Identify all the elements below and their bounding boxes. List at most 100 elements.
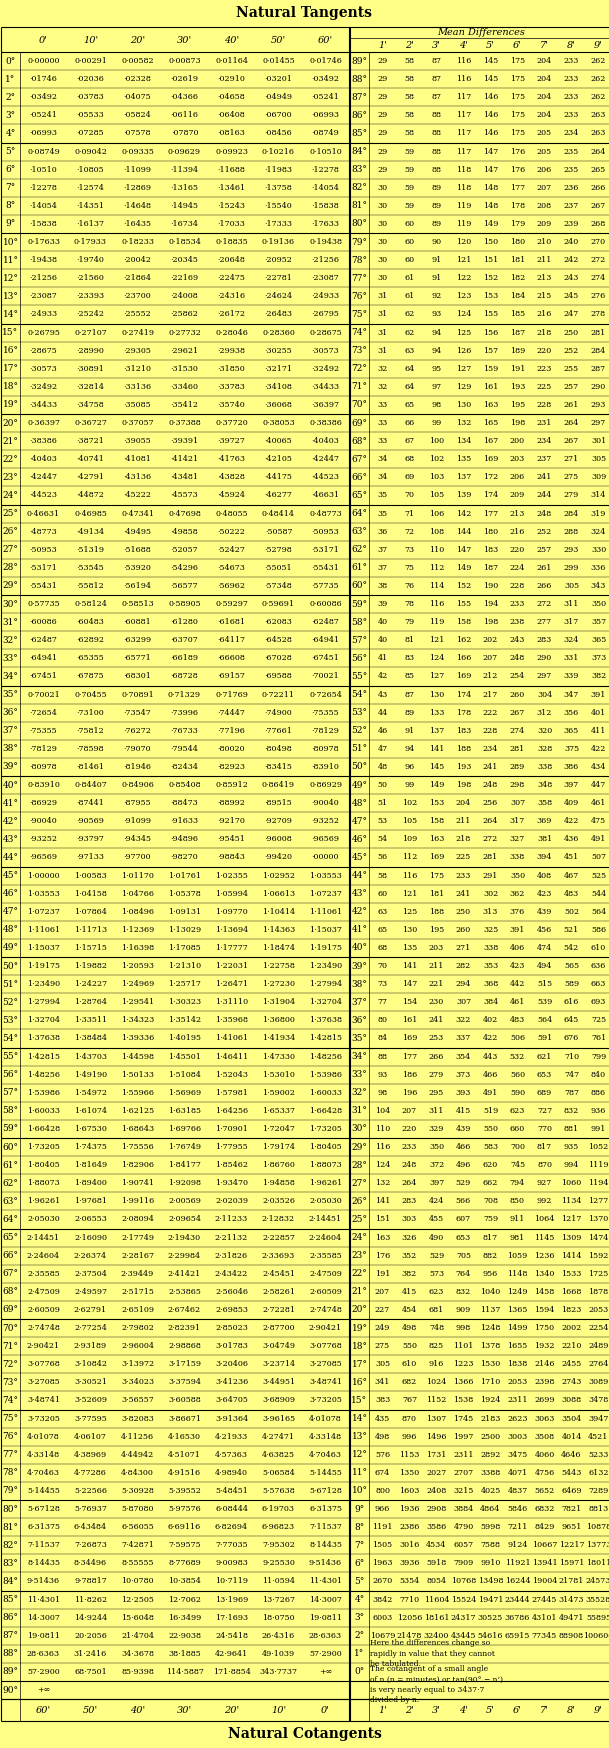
Text: 1603: 1603 [400, 1488, 420, 1495]
Text: ·41763: ·41763 [217, 454, 245, 463]
Text: 436: 436 [564, 836, 579, 843]
Text: 240: 240 [564, 238, 579, 246]
Text: 2·21132: 2·21132 [215, 1234, 248, 1241]
Text: 0·38053: 0·38053 [262, 420, 295, 427]
Text: 146: 146 [483, 129, 498, 138]
Text: 98: 98 [378, 1089, 387, 1096]
Text: 1340: 1340 [534, 1269, 555, 1278]
Text: 171·8854: 171·8854 [213, 1668, 250, 1676]
Text: 169: 169 [402, 1035, 417, 1042]
Text: ·20042: ·20042 [124, 257, 152, 264]
Text: 142: 142 [456, 510, 471, 517]
Text: 108: 108 [429, 528, 444, 535]
Text: 0·70891: 0·70891 [121, 690, 154, 699]
Text: 1·27994: 1·27994 [309, 981, 342, 988]
Text: 1·22758: 1·22758 [262, 961, 295, 970]
Text: 3': 3' [432, 1706, 441, 1715]
Text: 57°: 57° [2, 1089, 18, 1098]
Text: 283: 283 [402, 1197, 417, 1206]
Text: 0·09335: 0·09335 [121, 147, 154, 156]
Text: 30°: 30° [351, 1124, 367, 1133]
Text: 85°: 85° [351, 129, 368, 138]
Text: ·60086: ·60086 [30, 619, 57, 626]
Text: 4·63825: 4·63825 [262, 1451, 295, 1460]
Text: 60: 60 [378, 890, 387, 898]
Text: 966: 966 [375, 1505, 390, 1514]
Text: ·06993: ·06993 [311, 112, 339, 119]
Text: 43°: 43° [351, 890, 367, 898]
Text: ·06408: ·06408 [217, 112, 245, 119]
Text: ·45573: ·45573 [171, 491, 199, 500]
Text: 1·15037: 1·15037 [27, 944, 60, 953]
Text: 1·03553: 1·03553 [309, 872, 342, 879]
Text: 0·37720: 0·37720 [215, 420, 248, 427]
Text: 51°: 51° [351, 745, 368, 753]
Text: 4864: 4864 [481, 1505, 501, 1514]
Text: 31: 31 [378, 346, 387, 355]
Text: 1·53010: 1·53010 [262, 1070, 295, 1079]
Text: 327: 327 [510, 836, 525, 843]
Text: 383: 383 [375, 1397, 390, 1404]
Text: ·16734: ·16734 [171, 220, 199, 227]
Text: 1·68643: 1·68643 [121, 1126, 154, 1133]
Text: 9': 9' [594, 1706, 603, 1715]
Text: 211: 211 [456, 818, 471, 825]
Text: 211: 211 [429, 961, 444, 970]
Text: 2489: 2489 [588, 1342, 608, 1349]
Text: 208: 208 [537, 201, 552, 210]
Text: 0·09042: 0·09042 [74, 147, 107, 156]
Text: 372: 372 [429, 1161, 444, 1169]
Text: 18°: 18° [2, 383, 18, 392]
Text: ·10510: ·10510 [30, 166, 57, 173]
Text: 1·11061: 1·11061 [27, 926, 60, 933]
Text: 3·73205: 3·73205 [27, 1414, 60, 1423]
Text: 255: 255 [564, 365, 579, 372]
Text: 209: 209 [510, 491, 525, 500]
Text: ·82923: ·82923 [217, 762, 245, 771]
Text: 1·13694: 1·13694 [215, 926, 248, 933]
Text: 13°: 13° [2, 292, 18, 301]
Text: 185: 185 [510, 311, 525, 318]
Text: 281: 281 [510, 745, 525, 753]
Text: 1·32704: 1·32704 [309, 998, 342, 1007]
Text: 319: 319 [591, 510, 606, 517]
Text: 4°: 4° [354, 1596, 365, 1605]
Text: 96: 96 [404, 762, 415, 771]
Text: 261: 261 [537, 565, 552, 572]
Text: 24°: 24° [2, 491, 18, 500]
Text: ·14054: ·14054 [30, 201, 57, 210]
Text: ·99420: ·99420 [264, 853, 292, 862]
Text: ·89515: ·89515 [265, 799, 292, 808]
Text: 12217: 12217 [558, 1542, 584, 1549]
Text: 264: 264 [483, 818, 498, 825]
Text: 700: 700 [510, 1143, 525, 1150]
Text: 236: 236 [564, 184, 579, 192]
Text: 8429: 8429 [534, 1523, 555, 1531]
Text: ·05241: ·05241 [312, 93, 339, 101]
Text: 1·41934: 1·41934 [262, 1035, 295, 1042]
Text: 384: 384 [483, 998, 498, 1007]
Text: 610: 610 [591, 944, 606, 953]
Text: 0·57735: 0·57735 [27, 600, 60, 608]
Text: 299: 299 [564, 565, 579, 572]
Text: 6·08444: 6·08444 [215, 1505, 248, 1514]
Text: 9651: 9651 [561, 1523, 582, 1531]
Text: 163: 163 [429, 836, 444, 843]
Text: 68: 68 [378, 944, 387, 953]
Text: ·01746: ·01746 [30, 75, 57, 84]
Text: 322: 322 [456, 1016, 471, 1024]
Text: 33°: 33° [2, 654, 18, 662]
Text: 19°: 19° [2, 400, 18, 409]
Text: 132: 132 [375, 1180, 390, 1187]
Text: 262: 262 [591, 58, 606, 65]
Text: 73: 73 [378, 981, 387, 988]
Text: 10·7119: 10·7119 [215, 1577, 248, 1585]
Text: 89°: 89° [351, 56, 367, 65]
Text: 1·47330: 1·47330 [262, 1052, 295, 1061]
Text: 30525: 30525 [478, 1613, 503, 1622]
Text: 6832: 6832 [534, 1505, 555, 1514]
Text: 1·45501: 1·45501 [168, 1052, 201, 1061]
Text: 36786: 36786 [505, 1613, 530, 1622]
Text: 1·53986: 1·53986 [27, 1089, 60, 1096]
Text: 15°: 15° [2, 329, 18, 337]
